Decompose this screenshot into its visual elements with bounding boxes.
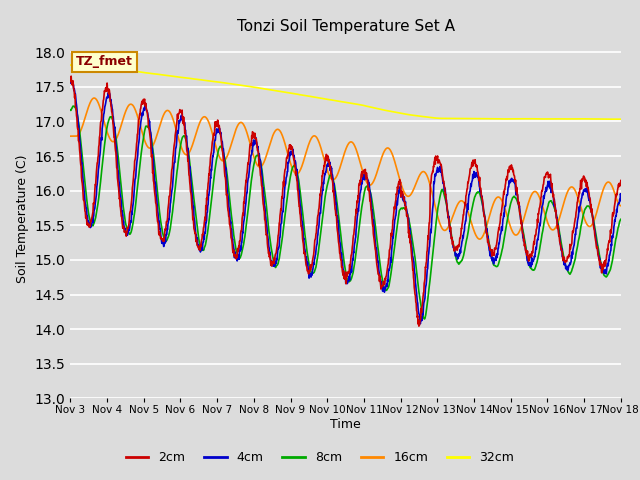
2cm <box>552 215 560 221</box>
4cm <box>432 173 440 179</box>
32cm <box>175 74 183 80</box>
4cm <box>176 119 184 124</box>
2cm <box>251 130 259 136</box>
2cm <box>67 77 74 83</box>
32cm <box>67 62 74 68</box>
8cm <box>420 316 428 322</box>
8cm <box>552 211 560 216</box>
Line: 16cm: 16cm <box>70 98 621 239</box>
8cm <box>617 216 625 222</box>
16cm <box>476 236 483 242</box>
2cm <box>176 107 184 112</box>
16cm <box>176 140 184 145</box>
2cm <box>432 153 440 159</box>
32cm <box>604 116 612 122</box>
16cm <box>552 224 560 229</box>
Line: 8cm: 8cm <box>70 106 621 319</box>
4cm <box>617 192 625 198</box>
16cm <box>431 204 439 210</box>
Line: 4cm: 4cm <box>70 81 621 324</box>
4cm <box>189 205 197 211</box>
32cm <box>552 116 559 122</box>
Legend: 2cm, 4cm, 8cm, 16cm, 32cm: 2cm, 4cm, 8cm, 16cm, 32cm <box>121 446 519 469</box>
32cm <box>503 116 511 122</box>
8cm <box>67 107 74 113</box>
2cm <box>504 174 511 180</box>
4cm <box>504 192 511 198</box>
Line: 32cm: 32cm <box>70 65 621 119</box>
4cm <box>67 80 74 86</box>
4cm <box>251 140 259 146</box>
8cm <box>69 103 77 109</box>
Title: Tonzi Soil Temperature Set A: Tonzi Soil Temperature Set A <box>237 20 454 35</box>
8cm <box>504 216 511 222</box>
2cm <box>617 178 625 183</box>
16cm <box>504 215 511 220</box>
8cm <box>432 224 440 230</box>
8cm <box>189 190 197 195</box>
32cm <box>250 84 258 90</box>
Line: 2cm: 2cm <box>70 76 621 326</box>
2cm <box>189 214 197 220</box>
16cm <box>90 95 98 101</box>
8cm <box>176 147 184 153</box>
16cm <box>617 203 625 209</box>
X-axis label: Time: Time <box>330 418 361 431</box>
4cm <box>417 321 424 326</box>
16cm <box>67 133 74 139</box>
32cm <box>617 116 625 122</box>
Y-axis label: Soil Temperature (C): Soil Temperature (C) <box>16 154 29 283</box>
4cm <box>67 78 75 84</box>
8cm <box>251 157 259 163</box>
2cm <box>415 323 422 329</box>
4cm <box>552 211 560 216</box>
2cm <box>67 73 75 79</box>
16cm <box>189 140 197 146</box>
32cm <box>431 115 439 121</box>
32cm <box>189 76 196 82</box>
Text: TZ_fmet: TZ_fmet <box>76 55 132 68</box>
16cm <box>251 156 259 162</box>
